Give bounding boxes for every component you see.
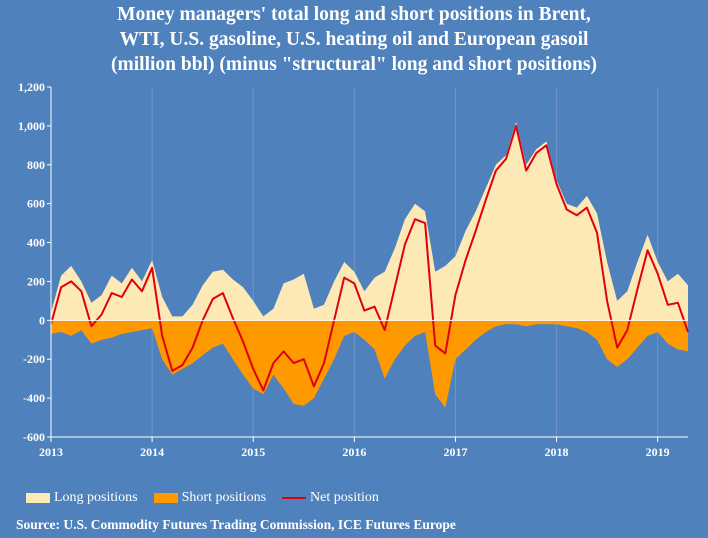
x-tick-label: 2018 (545, 445, 569, 459)
chart-title: Money managers' total long and short pos… (0, 2, 708, 77)
legend: Long positions Short positions Net posit… (26, 490, 395, 506)
legend-label-short: Short positions (181, 490, 267, 505)
y-tick-label: -400 (23, 391, 45, 405)
y-tick-label: 1,200 (18, 80, 45, 94)
legend-swatch-long (26, 493, 50, 503)
axis-layer: -600 -400 -200 0 200 400 600 800 1,000 1,200 2013 2… (18, 80, 688, 459)
title-line-2: WTI, U.S. gasoline, U.S. heating oil and… (119, 29, 589, 50)
legend-item-short: Short positions (153, 490, 267, 506)
x-tick-label: 2016 (342, 445, 366, 459)
legend-swatch-short (153, 493, 178, 503)
y-tick-label: 400 (27, 236, 45, 250)
series-short-area (51, 320, 688, 408)
series-net-line (50, 124, 689, 392)
legend-label-net: Net position (310, 490, 379, 505)
line-layer (50, 124, 689, 392)
y-tick-label: -600 (23, 430, 45, 444)
legend-label-long: Long positions (54, 490, 138, 505)
y-tick-label: 0 (39, 313, 45, 327)
y-tick-label: 800 (27, 158, 45, 172)
x-tick-label: 2014 (140, 445, 164, 459)
x-tick-label: 2015 (241, 445, 265, 459)
y-tick-label: 200 (27, 274, 45, 288)
y-tick-label: 1,000 (18, 119, 45, 133)
x-tick-label: 2017 (443, 445, 467, 459)
area-layer (51, 122, 688, 408)
y-tick-label: 600 (27, 197, 45, 211)
y-tick-label: -200 (23, 352, 45, 366)
title-line-1: Money managers' total long and short pos… (117, 4, 591, 25)
legend-item-net: Net position (282, 490, 379, 506)
title-line-3: (million bbl) (minus "structural" long a… (111, 54, 597, 75)
x-tick-label: 2019 (646, 445, 670, 459)
legend-swatch-net (282, 497, 307, 499)
legend-item-long: Long positions (26, 490, 138, 506)
x-tick-label: 2013 (39, 445, 63, 459)
source-note: Source: U.S. Commodity Futures Trading C… (16, 517, 456, 532)
series-long-area (51, 122, 688, 321)
